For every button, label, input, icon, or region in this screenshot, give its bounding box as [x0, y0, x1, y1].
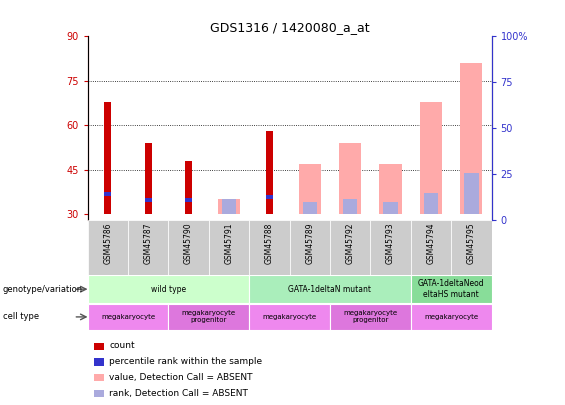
Bar: [249, 220, 289, 275]
Bar: [249, 304, 330, 330]
Bar: [104, 192, 111, 196]
Bar: [383, 202, 398, 214]
Bar: [411, 304, 492, 330]
Text: GSM45790: GSM45790: [184, 223, 193, 264]
Bar: [411, 220, 451, 275]
Text: GSM45792: GSM45792: [346, 223, 355, 264]
Bar: [290, 220, 330, 275]
Bar: [343, 199, 358, 214]
Text: percentile rank within the sample: percentile rank within the sample: [109, 357, 262, 366]
Text: megakaryocyte: megakaryocyte: [263, 314, 316, 320]
Bar: [249, 275, 411, 303]
Bar: [88, 304, 168, 330]
Bar: [460, 63, 483, 214]
Bar: [221, 199, 236, 214]
Text: megakaryocyte
progenitor: megakaryocyte progenitor: [182, 310, 236, 324]
Text: GDS1316 / 1420080_a_at: GDS1316 / 1420080_a_at: [210, 21, 370, 34]
Bar: [330, 304, 411, 330]
Bar: [94, 358, 105, 366]
Bar: [94, 343, 105, 350]
Text: GSM45791: GSM45791: [224, 223, 233, 264]
Text: megakaryocyte
progenitor: megakaryocyte progenitor: [344, 310, 397, 324]
Bar: [104, 102, 111, 214]
Text: GSM45786: GSM45786: [103, 223, 112, 264]
Text: GSM45794: GSM45794: [427, 223, 436, 264]
Text: GSM45795: GSM45795: [467, 223, 476, 264]
Text: value, Detection Call = ABSENT: value, Detection Call = ABSENT: [109, 373, 253, 382]
Bar: [145, 143, 152, 214]
Text: megakaryocyte: megakaryocyte: [101, 314, 155, 320]
Text: GSM45788: GSM45788: [265, 223, 274, 264]
Bar: [88, 275, 249, 303]
Bar: [380, 164, 402, 214]
Bar: [168, 220, 209, 275]
Bar: [209, 220, 249, 275]
Text: GATA-1deltaN mutant: GATA-1deltaN mutant: [289, 285, 371, 294]
Bar: [94, 374, 105, 381]
Bar: [411, 275, 492, 303]
Bar: [128, 220, 168, 275]
Text: GSM45793: GSM45793: [386, 223, 395, 264]
Text: GATA-1deltaNeod
eltaHS mutant: GATA-1deltaNeod eltaHS mutant: [418, 279, 484, 299]
Text: count: count: [109, 341, 134, 350]
Bar: [266, 131, 273, 214]
Text: GSM45789: GSM45789: [305, 223, 314, 264]
Bar: [302, 202, 317, 214]
Bar: [464, 173, 479, 214]
Text: rank, Detection Call = ABSENT: rank, Detection Call = ABSENT: [109, 388, 248, 398]
Bar: [330, 220, 371, 275]
Bar: [424, 193, 438, 214]
Bar: [451, 220, 492, 275]
Bar: [185, 161, 192, 214]
Bar: [88, 220, 128, 275]
Text: megakaryocyte: megakaryocyte: [424, 314, 478, 320]
Bar: [371, 220, 411, 275]
Bar: [420, 102, 442, 214]
Bar: [185, 198, 192, 202]
Bar: [168, 304, 249, 330]
Bar: [299, 164, 321, 214]
Bar: [94, 390, 105, 397]
Text: GSM45787: GSM45787: [144, 223, 153, 264]
Bar: [339, 143, 361, 214]
Text: wild type: wild type: [151, 285, 186, 294]
Bar: [266, 195, 273, 199]
Bar: [218, 199, 240, 214]
Text: genotype/variation: genotype/variation: [3, 285, 83, 294]
Bar: [145, 198, 152, 202]
Text: cell type: cell type: [3, 312, 39, 322]
